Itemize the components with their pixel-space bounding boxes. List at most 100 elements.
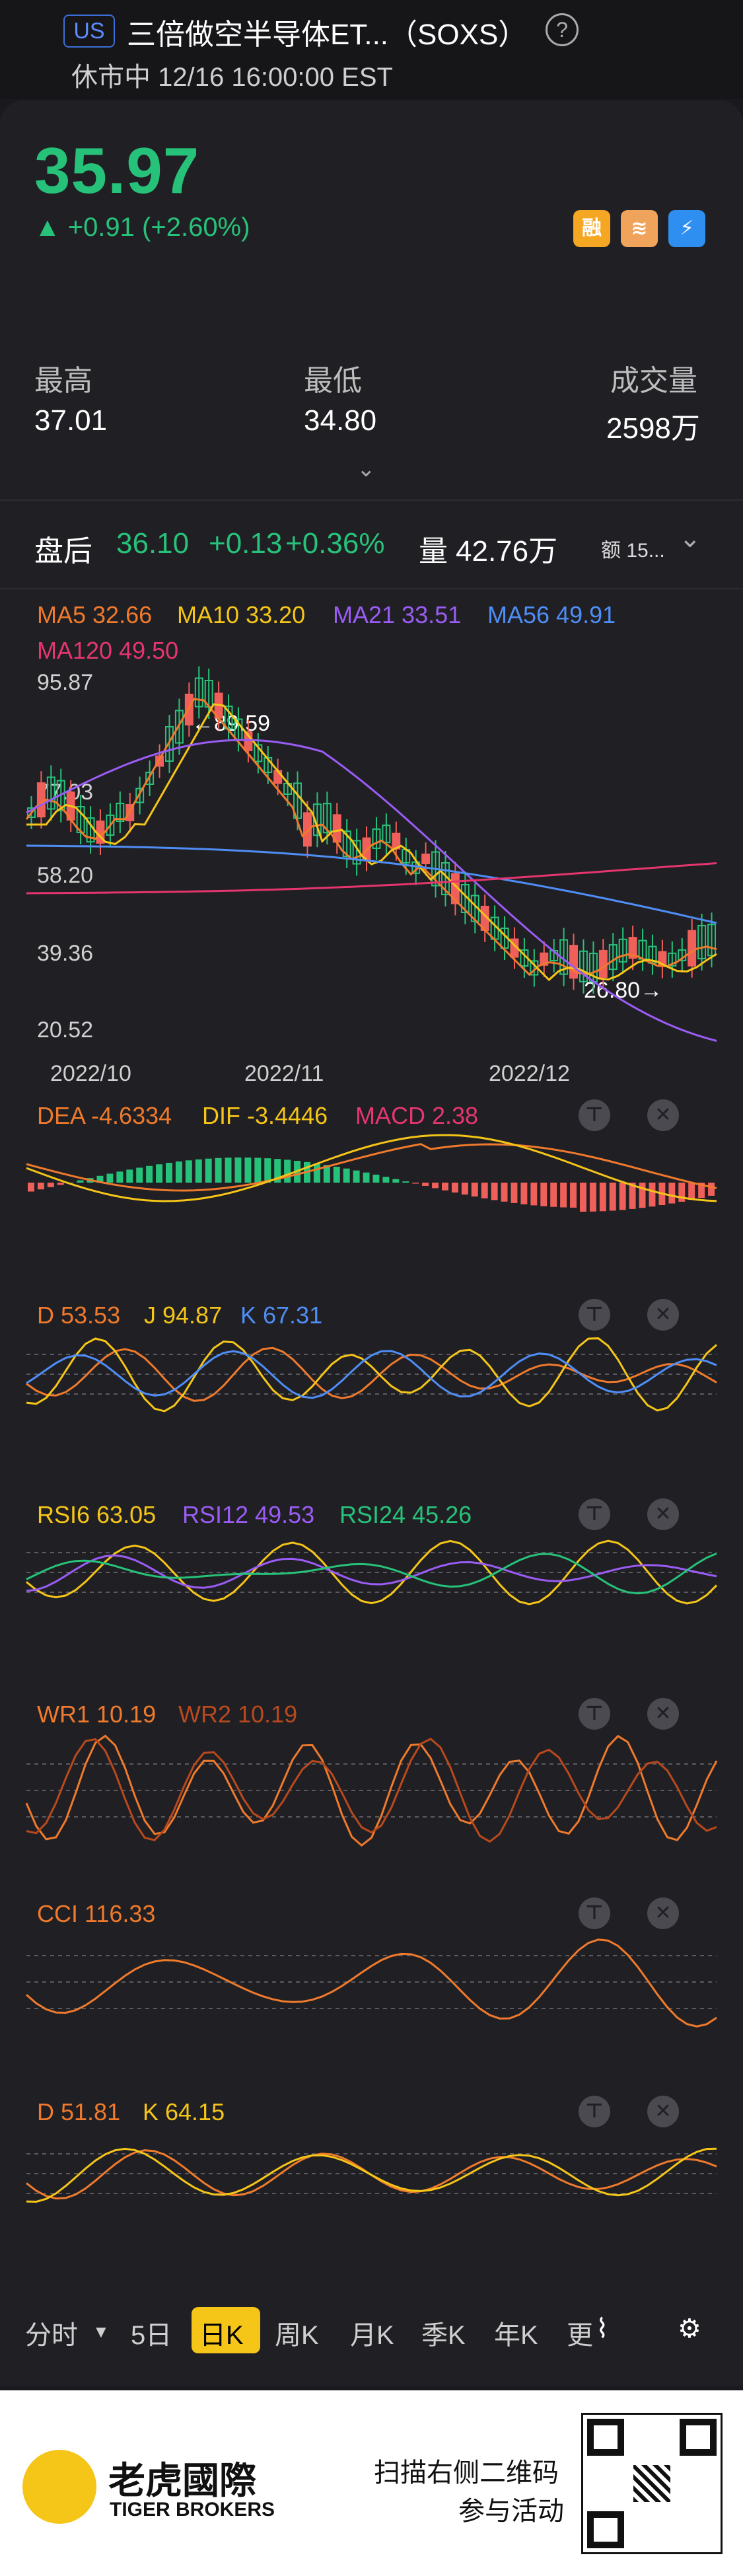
macd-bar	[442, 1183, 448, 1191]
oscillator-line	[26, 1350, 717, 1399]
ma5-value: MA5 32.66	[37, 601, 153, 628]
macd-bar	[382, 1177, 390, 1183]
indicator-line-icon[interactable]: ⌇	[596, 2314, 609, 2343]
layers-icon[interactable]: ≋	[621, 210, 658, 247]
after-hours-chevron-icon[interactable]: ⌄	[679, 524, 701, 553]
ma56-line	[26, 844, 717, 924]
candle	[303, 812, 312, 847]
macd-bar	[491, 1183, 498, 1200]
close-indicator-icon[interactable]: ✕	[647, 1698, 679, 1730]
macd-bar	[540, 1183, 548, 1206]
macd-bar	[185, 1160, 192, 1183]
pin-indicator-icon[interactable]: ⊤	[579, 1099, 610, 1131]
macd-bar	[195, 1159, 202, 1183]
close-indicator-icon[interactable]: ✕	[647, 1299, 679, 1331]
macd-dea: DEA -4.6334	[37, 1102, 172, 1129]
kdj-d: D 53.53	[37, 1302, 121, 1329]
macd-bar	[402, 1181, 409, 1183]
help-icon[interactable]: ?	[546, 13, 579, 46]
after-hours-label: 盘后	[34, 535, 92, 568]
tab-weekly[interactable]: 周K	[275, 2321, 319, 2350]
margin-badge[interactable]: 融	[573, 210, 610, 247]
expand-chevron-icon[interactable]: ⌄	[357, 457, 376, 482]
pin-indicator-icon[interactable]: ⊤	[579, 1897, 610, 1929]
tiger-logo-icon	[22, 2450, 96, 2524]
macd-bar	[678, 1183, 686, 1202]
ma21-value: MA21 33.51	[333, 601, 462, 628]
macd-bar	[323, 1165, 330, 1183]
wr2-value: WR2 10.19	[178, 1701, 298, 1728]
last-price: 35.97	[34, 134, 200, 207]
macd-bar	[412, 1183, 419, 1184]
oscillator-line	[26, 1738, 717, 1843]
oscillator-line	[26, 2147, 717, 2203]
qr-code[interactable]	[581, 2413, 723, 2554]
macd-bar	[205, 1158, 212, 1183]
candle	[194, 677, 203, 708]
tab-5day[interactable]: 5日	[131, 2321, 172, 2350]
pin-indicator-icon[interactable]: ⊤	[579, 1299, 610, 1331]
tab-yearly[interactable]: 年K	[494, 2321, 538, 2350]
pin-indicator-icon[interactable]: ⊤	[579, 1698, 610, 1730]
close-indicator-icon[interactable]: ✕	[647, 1498, 679, 1530]
macd-bar	[166, 1163, 172, 1183]
promo-line-2: 参与活动	[458, 2497, 564, 2526]
tab-monthly[interactable]: 月K	[350, 2321, 394, 2350]
candle	[174, 710, 184, 744]
stock-title[interactable]: 三倍做空半导体ET...（SOXS）	[127, 18, 528, 51]
stoch-k: K 64.15	[143, 2098, 225, 2125]
ma5-line	[25, 698, 717, 976]
macd-bar	[254, 1158, 262, 1183]
close-indicator-icon[interactable]: ✕	[647, 1897, 679, 1929]
tab-quarterly[interactable]: 季K	[421, 2321, 466, 2350]
macd-bar	[215, 1158, 222, 1183]
wr1-value: WR1 10.19	[37, 1701, 157, 1728]
macd-bar	[284, 1159, 291, 1183]
cci-value: CCI 116.33	[37, 1900, 156, 1927]
y-axis-label: 39.36	[37, 941, 94, 966]
candle	[668, 952, 677, 967]
ma10-line	[26, 703, 717, 982]
stoch-d: D 51.81	[37, 2098, 121, 2125]
tab-intraday[interactable]: 分时	[25, 2321, 78, 2350]
y-axis-label: 58.20	[37, 863, 94, 888]
y-axis-label: 95.87	[37, 670, 94, 695]
macd-bar	[126, 1169, 133, 1183]
macd-bar	[136, 1167, 143, 1183]
pin-indicator-icon[interactable]: ⊤	[579, 2096, 610, 2127]
y-axis-label: 20.52	[37, 1017, 94, 1043]
macd-bar	[530, 1183, 538, 1206]
volume-value: 2598万	[606, 412, 700, 445]
pin-indicator-icon[interactable]: ⊤	[579, 1498, 610, 1530]
macd-bar	[619, 1183, 626, 1210]
dif-line	[26, 1134, 717, 1202]
high-value: 37.01	[34, 404, 108, 437]
amount-value: 15...	[626, 540, 665, 562]
after-hours-change: +0.13	[209, 527, 283, 560]
close-indicator-icon[interactable]: ✕	[647, 1099, 679, 1131]
caret-down-icon[interactable]: ▼	[92, 2322, 110, 2341]
rsi6-value: RSI6 63.05	[37, 1501, 157, 1528]
after-hours-volume: 42.76万	[456, 535, 558, 568]
macd-bar	[432, 1183, 439, 1189]
close-indicator-icon[interactable]: ✕	[647, 2096, 679, 2127]
promo-line-1: 扫描右侧二维码	[374, 2458, 559, 2487]
candle	[312, 803, 322, 836]
ma120-value: MA120 49.50	[37, 637, 179, 664]
macd-bar	[175, 1161, 182, 1183]
chart-settings-icon[interactable]: ⚙	[678, 2314, 701, 2343]
candle	[697, 924, 707, 959]
macd-bar	[589, 1183, 596, 1212]
rsi12-value: RSI12 49.53	[182, 1501, 315, 1528]
candle	[382, 825, 391, 844]
macd-bar	[560, 1183, 567, 1208]
tab-daily[interactable]: 日K	[199, 2321, 244, 2350]
x-axis-label: 2022/11	[244, 1061, 324, 1086]
tab-more[interactable]: 更	[567, 2321, 593, 2350]
macd-bar	[264, 1158, 271, 1183]
macd-bar	[353, 1170, 360, 1183]
lightning-icon[interactable]: ⚡	[668, 210, 705, 247]
macd-bar	[333, 1166, 340, 1183]
price-change-value: +0.91 (+2.60%)	[67, 213, 250, 242]
